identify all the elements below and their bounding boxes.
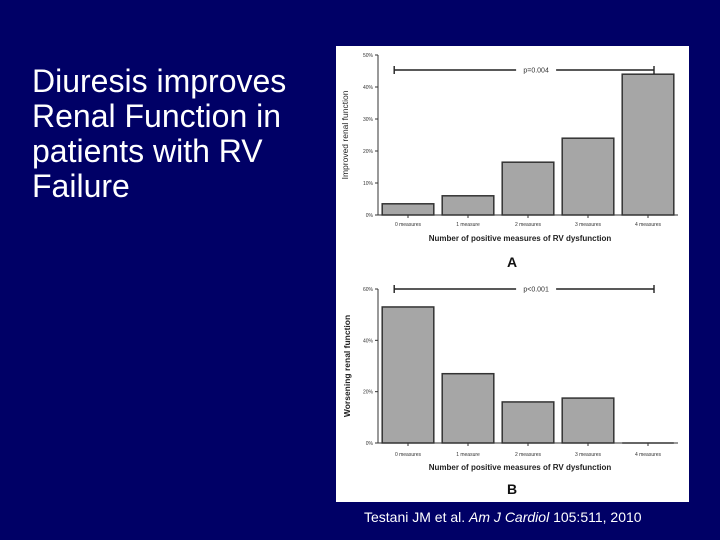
chart-1-x-tick-label: 0 measures (395, 222, 422, 228)
chart-1-x-tick-label: 1 measure (456, 222, 480, 228)
chart-1-bar (441, 195, 495, 216)
chart-2-x-axis-label: Number of positive measures of RV dysfun… (429, 463, 612, 472)
chart-2-x-tick-label: 3 measures (575, 452, 602, 458)
citation-journal: Am J Cardiol (469, 509, 550, 525)
chart-2-x-tick-label: 4 measures (635, 452, 662, 458)
chart-1-panel-label: A (507, 254, 517, 270)
chart-1-bar (501, 161, 555, 216)
citation: Testani JM et al. Am J Cardiol 105:511, … (364, 509, 642, 525)
chart-2-annotation: p<0.001 (523, 287, 549, 294)
citation-authors: Testani JM et al. (364, 509, 470, 525)
slide-title: Diuresis improves Renal Function in pati… (32, 64, 332, 204)
chart-2-panel-label: B (507, 481, 517, 497)
chart-1-y-tick-label: 30% (363, 117, 374, 123)
slide-title-line-1: Diuresis improves (32, 63, 287, 99)
chart-2-y-tick-label: 0% (366, 441, 374, 447)
slide-title-line-4: Failure (32, 168, 130, 204)
chart-1-annotation: p=0.004 (523, 68, 549, 75)
chart-2-bar (441, 372, 495, 444)
chart-2-y-axis-label: Worsening renal function (342, 315, 352, 417)
chart-1-annotation-bg (516, 65, 557, 75)
chart-2-annotation-bg (516, 284, 557, 294)
chart-1-bar (621, 73, 675, 216)
chart-1-y-tick-label: 50% (363, 53, 374, 59)
citation-ref: 105:511, 2010 (549, 509, 642, 525)
chart-1-bar (561, 137, 615, 216)
chart-1-y-tick-label: 10% (363, 181, 374, 187)
chart-2-bar (381, 306, 435, 444)
chart-2-x-tick-label: 0 measures (395, 452, 422, 458)
chart-1-y-tick-label: 40% (363, 85, 374, 91)
chart-1-y-tick-label: 20% (363, 149, 374, 155)
chart-2-y-tick-label: 60% (363, 287, 374, 293)
chart-2-bar (501, 401, 555, 444)
slide-title-line-3: patients with RV (32, 133, 263, 169)
chart-1-x-tick-label: 4 measures (635, 222, 662, 228)
figure-panel: 0% 10% 20% 30% 40% 50% 0 measures 1 measure 2 me… (336, 46, 689, 502)
chart-2-x-tick-label: 1 measure (456, 452, 480, 458)
charts-svg: 0% 10% 20% 30% 40% 50% 0 measures 1 measure 2 me… (340, 53, 678, 497)
chart-2-x-tick-label: 2 measures (515, 452, 542, 458)
chart-1-y-tick-label: 0% (366, 213, 374, 219)
chart-2-y-tick-label: 40% (363, 338, 374, 344)
chart-1-x-tick-label: 3 measures (575, 222, 602, 228)
chart-2-y-tick-label: 20% (363, 390, 374, 396)
chart-1-y-axis-label: Improved renal function (340, 90, 350, 179)
chart-1-x-tick-label: 2 measures (515, 222, 542, 228)
chart-2-bar (561, 397, 615, 444)
slide-title-line-2: Renal Function in (32, 98, 282, 134)
chart-1-x-axis-label: Number of positive measures of RV dysfun… (429, 234, 612, 243)
chart-1-bar (381, 203, 435, 216)
